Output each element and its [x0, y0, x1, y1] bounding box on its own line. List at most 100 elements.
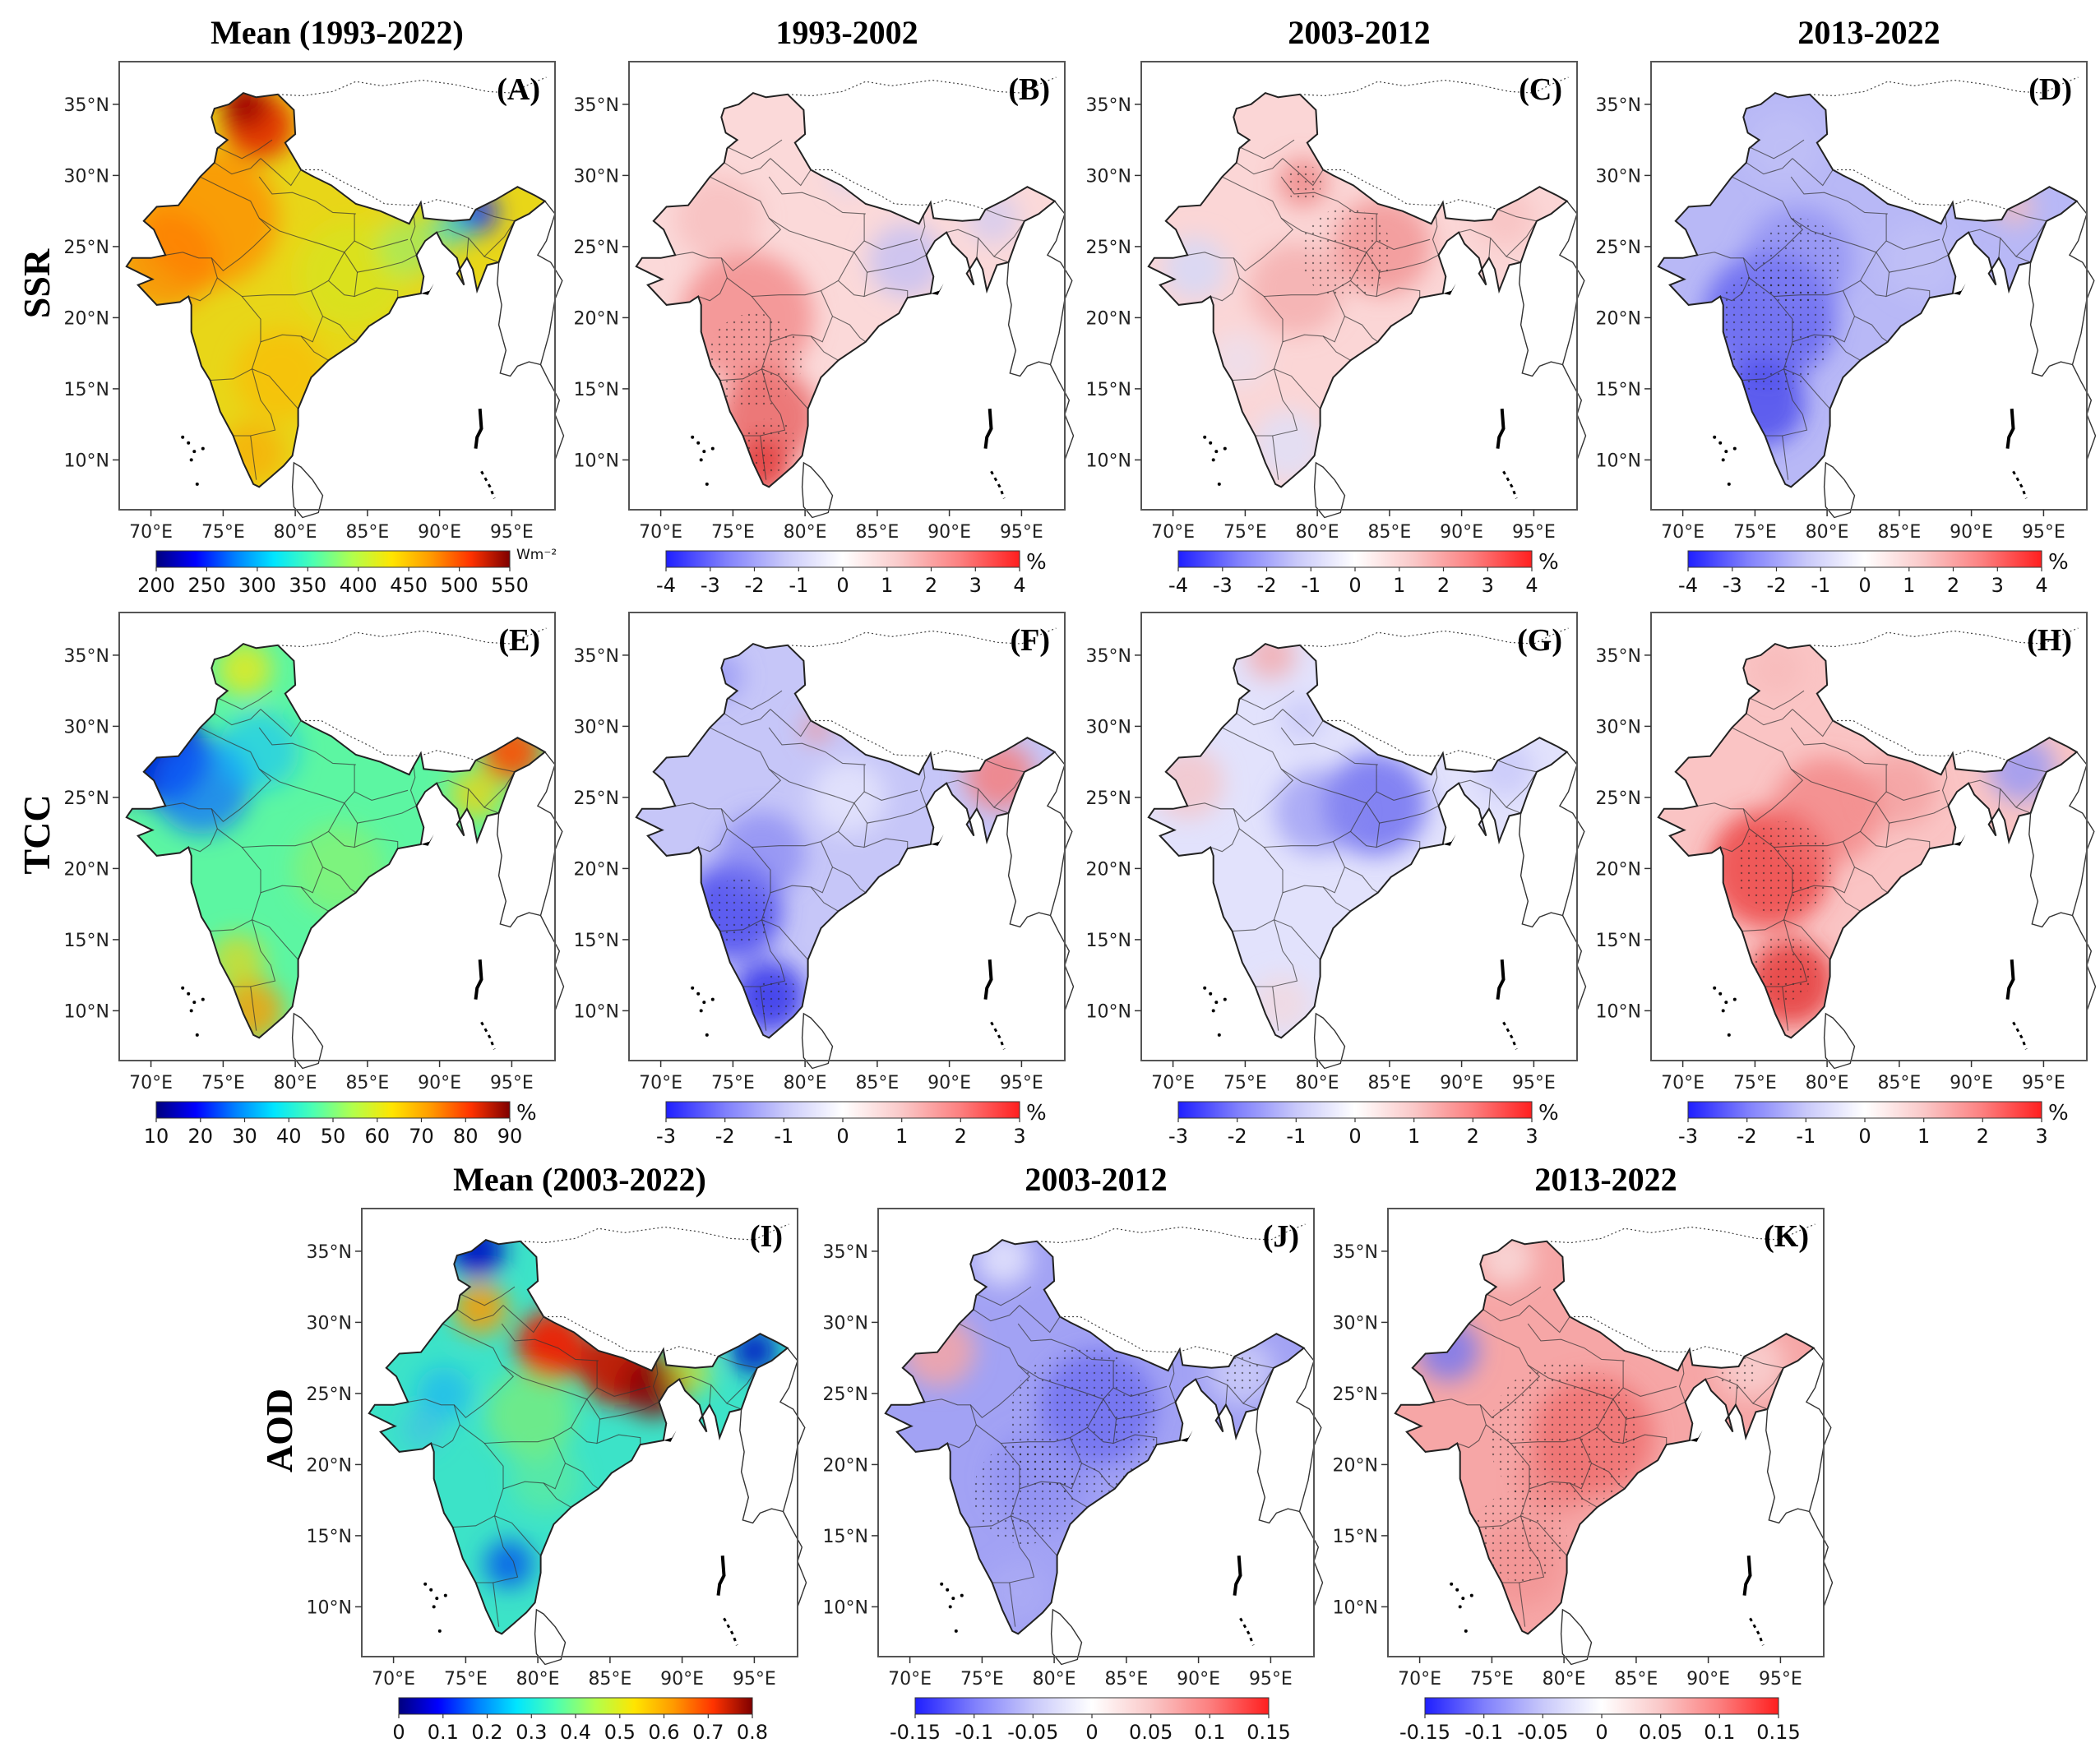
state-boundary: [1187, 727, 1294, 823]
state-boundary: [466, 238, 469, 258]
lat-tick-label: 25°N: [1596, 238, 1641, 258]
map-frame: [361, 1208, 798, 1657]
state-boundary: [1103, 1398, 1176, 1420]
state-boundary: [853, 252, 927, 273]
lakshadweep-island: [710, 446, 715, 451]
state-boundary: [1998, 788, 2001, 809]
state-boundary: [742, 919, 786, 987]
colorbar-tick-label: 20: [188, 1125, 214, 1148]
significance-stipple: [1755, 218, 1842, 304]
map-panel-i: Mean (2003-2022) (I) 35°N 30°N 25°N 20°N 15°N 1…: [307, 1161, 807, 1744]
colorbar-tick-label: 400: [340, 574, 377, 597]
sundarbans-coast: [1442, 834, 1456, 846]
state-boundary: [1322, 290, 1346, 343]
state-boundary: [1168, 1361, 1177, 1403]
lat-tick-label: 15°N: [1086, 931, 1131, 951]
colorbar-unit: %: [1538, 1101, 1559, 1126]
india-outline: [1657, 91, 2079, 488]
lon-tick-label: 80°E: [1543, 1669, 1586, 1690]
state-boundary: [1017, 1323, 1115, 1361]
sri-lanka-outline: [801, 1012, 834, 1070]
lon-tick-label: 70°E: [129, 522, 173, 543]
state-boundary: [1854, 316, 1889, 343]
lakshadweep-island: [192, 450, 197, 454]
state-boundary: [1210, 808, 1240, 853]
state-boundary: [1497, 760, 1538, 773]
lat-tick-label: 10°N: [574, 451, 619, 471]
state-boundary: [1376, 823, 1421, 849]
state-boundary: [409, 765, 418, 807]
colorbar: -4 -3 -2 -1 0 1 2 3 4%: [1168, 550, 1559, 597]
andaman-islands: [2005, 959, 2015, 1000]
panel-letter: (H): [2027, 623, 2072, 658]
field-blob: [221, 93, 268, 127]
nicobar-islands: [1239, 1617, 1255, 1646]
state-boundary: [724, 158, 771, 175]
lakshadweep-island: [435, 1597, 439, 1601]
lat-tick-label: 20°N: [1596, 308, 1641, 329]
lakshadweep-island: [1203, 986, 1207, 990]
state-boundary: [214, 158, 261, 175]
state-boundary: [250, 986, 257, 1031]
lakshadweep-island: [702, 1001, 706, 1005]
colorbar-tick-label: 0: [1858, 1125, 1871, 1148]
colorbar-tick-label: 0.05: [1639, 1721, 1682, 1744]
lakshadweep-island: [443, 1593, 447, 1597]
state-boundary: [760, 435, 767, 480]
nepal-border: [811, 719, 986, 761]
state-boundary: [210, 296, 261, 381]
state-boundary: [709, 1384, 712, 1405]
state-boundary: [1529, 1305, 1570, 1334]
lon-tick-label: 95°E: [1512, 522, 1556, 543]
lon-tick-label: 75°E: [1733, 522, 1777, 543]
map-frame: [628, 612, 1066, 1061]
lakshadweep-island: [705, 1033, 709, 1037]
state-boundary: [760, 986, 767, 1031]
lat-tick-label: 20°N: [64, 308, 109, 329]
nepal-border: [1060, 1315, 1235, 1357]
state-boundary: [1366, 252, 1439, 273]
colorbar-tick-label: 1: [895, 1125, 908, 1148]
myanmar-coast-2: [497, 812, 541, 928]
colorbar-tick-label: -4: [1678, 574, 1698, 597]
colorbar-tick-label: -3: [656, 1125, 676, 1148]
sri-lanka-outline: [1560, 1608, 1593, 1666]
map-panel-f: (F) 35°N 30°N 25°N 20°N 15°N 10°N 70°E 75°E 80°E 8…: [574, 612, 1075, 1148]
lon-tick-label: 85°E: [588, 1669, 631, 1690]
map-frame: [1387, 1208, 1825, 1657]
lat-tick-label: 35°N: [64, 646, 109, 667]
row-label-aod: AOD: [258, 1389, 300, 1472]
state-boundary: [475, 209, 516, 222]
state-boundary: [300, 841, 324, 894]
colorbar-tick-label: 4: [2035, 574, 2047, 597]
state-boundary: [233, 368, 276, 437]
state-boundary: [483, 771, 516, 808]
state-boundary: [1482, 1305, 1530, 1322]
nicobar-islands: [990, 470, 1006, 499]
lat-tick-label: 20°N: [574, 859, 619, 880]
state-boundary: [1860, 280, 1887, 298]
state-boundary: [1376, 238, 1431, 250]
myanmar-coast-2: [497, 261, 541, 377]
state-boundary: [354, 272, 399, 298]
colorbar: 200 250 300 350 400 450 500 550 Wm⁻²: [137, 547, 557, 597]
colorbar-tick-label: 0: [1348, 1125, 1361, 1148]
lakshadweep-island: [1727, 482, 1731, 486]
lat-tick-label: 10°N: [64, 1001, 109, 1022]
significance-stipple: [706, 878, 774, 945]
state-boundary: [322, 867, 357, 894]
field-blob: [1247, 644, 1296, 680]
lon-tick-label: 85°E: [1367, 1073, 1411, 1093]
lakshadweep-island: [691, 435, 695, 439]
state-boundary: [1749, 690, 1805, 710]
colorbar-tick-label: 0: [836, 574, 849, 597]
lakshadweep-island: [1223, 997, 1227, 1001]
lon-tick-label: 75°E: [1223, 522, 1267, 543]
state-boundary: [1622, 1385, 1677, 1397]
colorbar-tick-label: 450: [390, 574, 428, 597]
colorbar-tick-label: 60: [365, 1125, 391, 1148]
state-boundary: [1746, 709, 1793, 726]
state-boundary: [1792, 885, 1861, 912]
map-frame: [1140, 612, 1578, 1061]
